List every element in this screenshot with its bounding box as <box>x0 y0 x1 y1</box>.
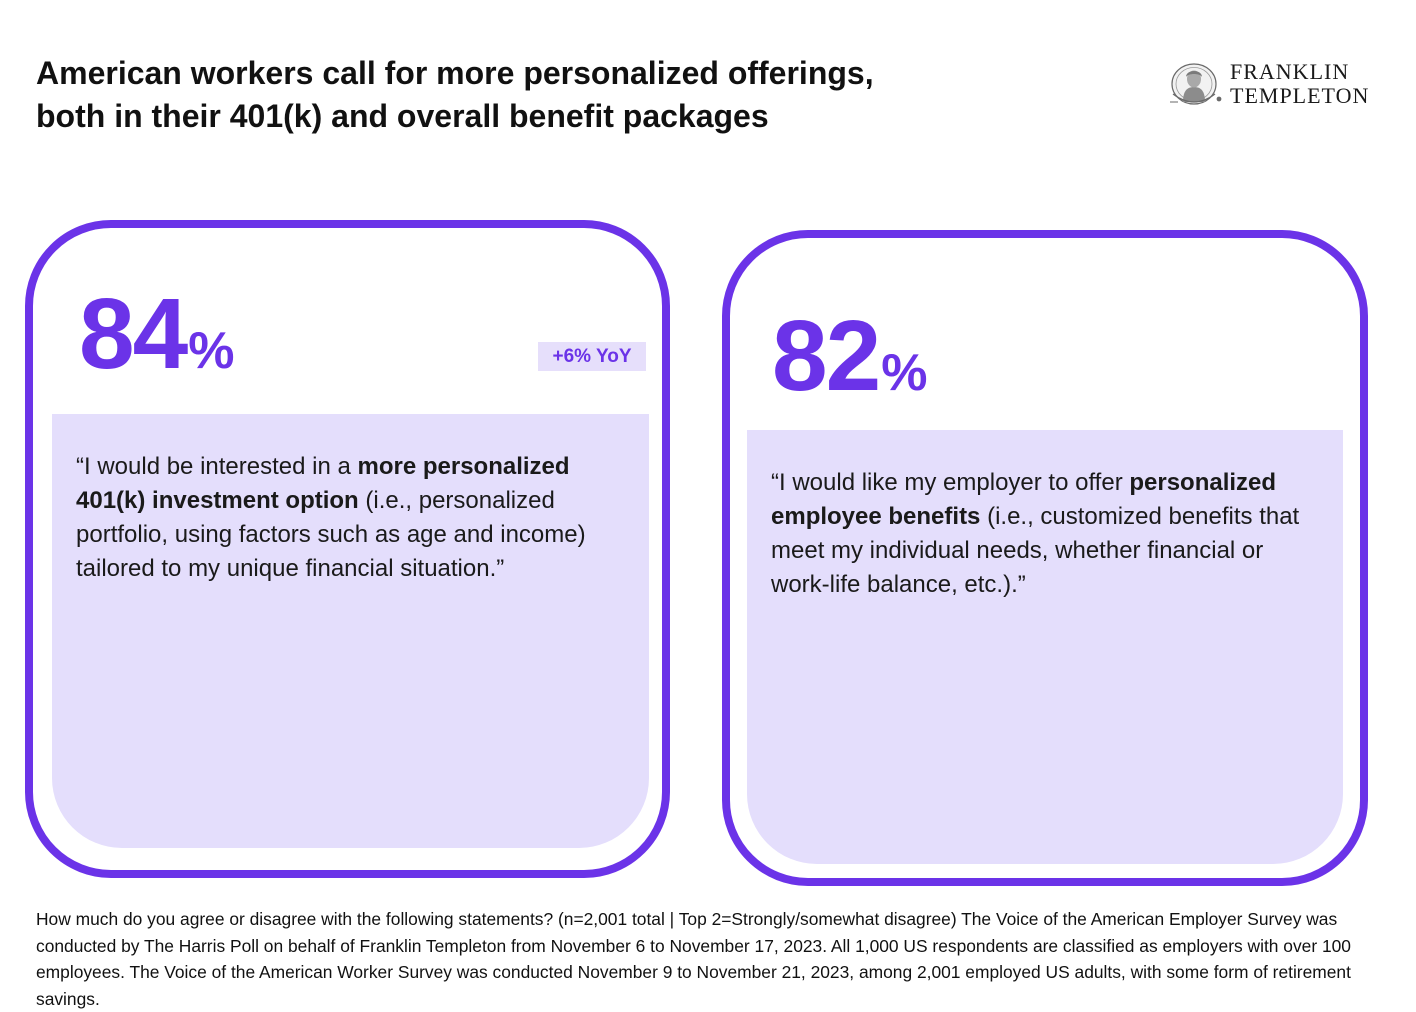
page-title: American workers call for more personali… <box>36 52 1036 138</box>
logo-word-franklin: FRANKLIN <box>1230 59 1350 84</box>
stat-value: 82 <box>772 300 881 412</box>
franklin-seal-icon <box>1170 63 1222 105</box>
stat-value: 84 <box>79 278 188 390</box>
stat-percentage: 84% <box>79 284 234 384</box>
stat-card-401k: 84% +6% YoY “I would be interested in a … <box>25 220 670 878</box>
survey-footnote: How much do you agree or disagree with t… <box>36 909 1351 1009</box>
quote-text-pre: “I would be interested in a <box>76 453 358 480</box>
quote-text-bold: more personalized 401(k) investment opti… <box>76 453 570 514</box>
quote-text-post: (i.e., customized benefits that meet my … <box>771 503 1300 598</box>
stat-percentage: 82% <box>772 306 927 406</box>
stat-card-benefits: 82% “I would like my employer to offer p… <box>722 230 1368 886</box>
stat-unit: % <box>188 322 235 380</box>
title-line-2: both in their 401(k) and overall benefit… <box>36 98 769 134</box>
logo-word-templeton: TEMPLETON <box>1230 83 1370 108</box>
franklin-templeton-logo: FRANKLIN TEMPLETON <box>1168 60 1392 110</box>
yoy-badge: +6% YoY <box>538 342 646 371</box>
quote-panel: “I would like my employer to offer perso… <box>747 430 1343 864</box>
quote-panel: “I would be interested in a more persona… <box>52 414 649 848</box>
quote-text-pre: “I would like my employer to offer <box>771 469 1130 496</box>
quote-text-post: (i.e., personalized portfolio, using fac… <box>76 487 586 582</box>
quote-text-bold: personalized employee benefits <box>771 469 1277 530</box>
title-line-1: American workers call for more personali… <box>36 55 874 91</box>
stat-unit: % <box>881 344 928 402</box>
